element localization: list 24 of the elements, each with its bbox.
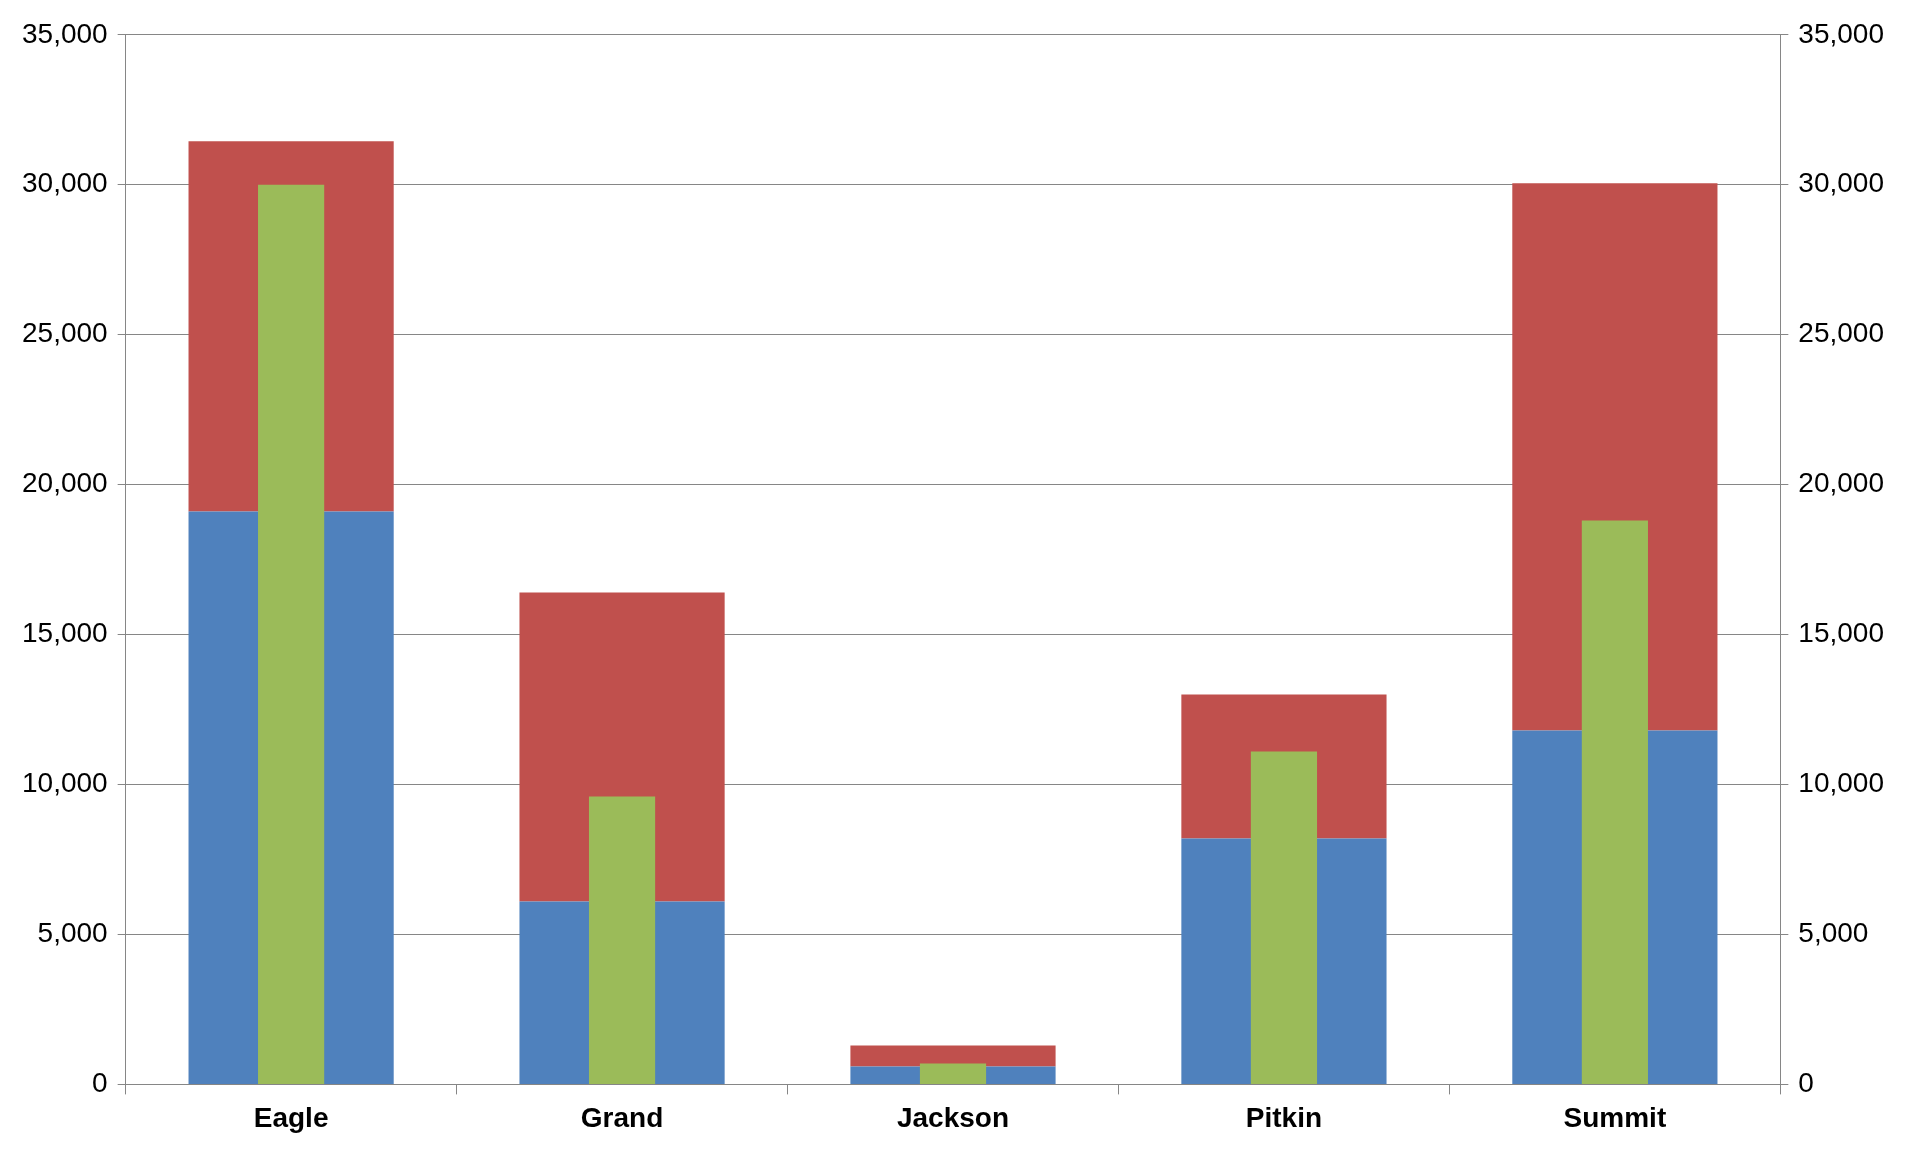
y-tick-label: 30,000 [22,167,108,199]
y2-tick-label: 15,000 [1798,617,1884,649]
y2-tick-label: 25,000 [1798,317,1884,349]
y-tick-label: 5,000 [37,917,108,949]
y2-tick-label: 30,000 [1798,167,1884,199]
y2-tick-label: 20,000 [1798,467,1884,499]
bar [258,184,325,1084]
y-tick-label: 15,000 [22,617,108,649]
y2-tick-label: 35,000 [1798,17,1884,49]
y-tick-label: 0 [92,1067,108,1099]
y-tick-label: 25,000 [22,317,108,349]
y2-tick-label: 0 [1798,1067,1814,1099]
y-tick-label: 10,000 [22,767,108,799]
y-tick-label: 35,000 [22,17,108,49]
y-tick-label: 20,000 [22,467,108,499]
x-tick-label: Pitkin [1245,1101,1323,1133]
x-tick-label: Grand [580,1101,664,1133]
x-tick-label: Eagle [253,1101,329,1133]
x-tick-label: Summit [1563,1101,1667,1133]
y2-tick-label: 5,000 [1798,917,1869,949]
x-tick-label: Jackson [896,1101,1010,1133]
y2-tick-label: 10,000 [1798,767,1884,799]
bar [850,1045,1056,1067]
bar [1581,520,1648,1084]
